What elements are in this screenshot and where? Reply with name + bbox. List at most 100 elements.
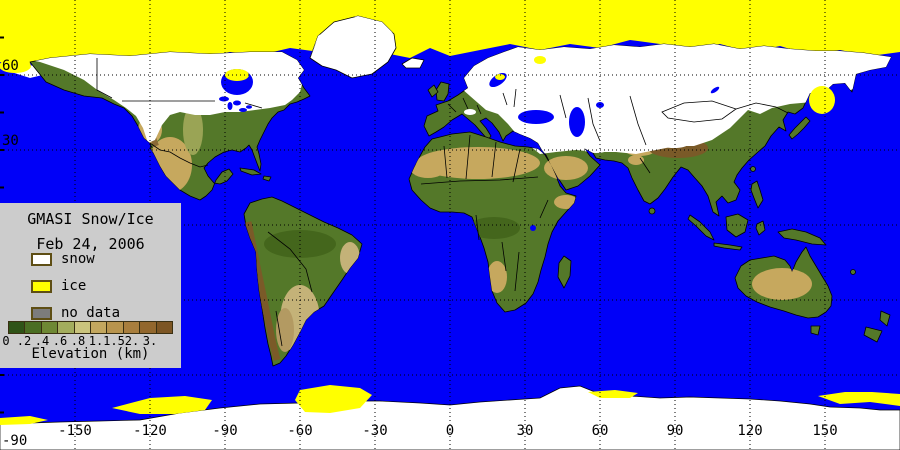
- caspian-sea: [569, 107, 585, 137]
- australian-outback: [752, 268, 812, 300]
- antarctic-ice-5: [818, 392, 900, 406]
- cuba: [239, 167, 262, 176]
- lake-huron: [233, 100, 241, 106]
- taiwan: [750, 166, 756, 172]
- arabian-desert: [544, 156, 588, 180]
- philippines: [750, 180, 764, 209]
- hispaniola: [262, 175, 272, 182]
- great-plains: [183, 105, 203, 155]
- legend-date: Feb 24, 2006: [36, 235, 145, 253]
- colorbar-tick-label: 2.: [124, 334, 140, 348]
- legend-label-ice: ice: [61, 278, 87, 294]
- lon-tick-label: -120: [133, 423, 167, 439]
- colorbar-segment-0: [9, 322, 25, 333]
- legend-label-no-data: no data: [61, 305, 121, 321]
- lake-baikal: [710, 86, 720, 94]
- lake-ontario: [246, 105, 252, 109]
- colorbar-segment-5: [90, 322, 107, 333]
- congo-forest: [468, 217, 520, 239]
- black-sea: [518, 110, 554, 124]
- legend-item-ice: ice: [31, 278, 87, 294]
- colorbar-segment-7: [122, 322, 140, 333]
- ireland: [427, 84, 439, 98]
- antarctic-ice-3: [295, 385, 372, 413]
- iceland: [401, 57, 425, 69]
- legend-item-snow: snow: [31, 251, 95, 267]
- elevation-colorbar: [8, 321, 173, 334]
- madagascar: [557, 255, 572, 289]
- tasmania: [810, 325, 821, 336]
- alps-snow: [464, 109, 476, 115]
- sea-ice-patches: [0, 56, 835, 114]
- lat-tick-label: -90: [2, 433, 28, 449]
- legend-title: GMASI Snow/Ice: [27, 210, 154, 228]
- lon-tick-label: -30: [362, 423, 388, 439]
- legend-swatch-snow: [31, 252, 52, 266]
- lon-tick-label: 60: [591, 423, 609, 439]
- java: [713, 242, 743, 251]
- colorbar-tick-label: 1.5: [103, 334, 125, 348]
- antarctic-sea-ice: [0, 385, 900, 425]
- lon-tick-label: 90: [666, 423, 684, 439]
- lon-tick-label: -60: [287, 423, 313, 439]
- lon-tick-label: 30: [516, 423, 534, 439]
- lake-superior: [219, 96, 229, 102]
- legend-panel: GMASI Snow/Ice Feb 24, 2006 snow ice no da…: [0, 203, 181, 368]
- japan: [788, 116, 811, 140]
- patagonia: [276, 308, 294, 352]
- legend-swatch-ice: [31, 279, 52, 293]
- colorbar-tick-label: 0: [2, 334, 10, 348]
- lon-tick-label: 150: [812, 423, 838, 439]
- sumatra: [687, 214, 715, 241]
- lon-tick-label: -90: [212, 423, 238, 439]
- colorbar-tick-label: .8: [70, 334, 86, 348]
- baltic-ice: [495, 74, 505, 80]
- lon-tick-label: 120: [737, 423, 763, 439]
- tibet-snow: [660, 140, 688, 148]
- antarctic-ice-1: [0, 416, 48, 425]
- colorbar-tick-label: 1.: [88, 334, 104, 348]
- lake-erie: [239, 108, 247, 112]
- colorbar-tick-label: .6: [52, 334, 68, 348]
- new-caledonia: [850, 269, 856, 275]
- lat-tick-label: 30: [2, 133, 19, 149]
- colorbar-tick-label: 3.: [142, 334, 158, 348]
- colorbar-tick-label: .4: [34, 334, 50, 348]
- kalahari-desert: [487, 261, 507, 293]
- sri-lanka: [648, 207, 656, 215]
- antarctica: [0, 385, 900, 450]
- white-sea-ice: [534, 56, 546, 64]
- sahara-desert: [416, 147, 540, 179]
- new-guinea: [777, 228, 827, 246]
- thar-desert: [628, 155, 644, 165]
- legend-label-snow: snow: [61, 251, 95, 267]
- antarctic-ice-2: [112, 396, 212, 414]
- colorbar-segment-4: [73, 322, 91, 333]
- new-zealand-south: [863, 326, 883, 343]
- colorbar-segment-2: [40, 322, 58, 333]
- sahara-west: [410, 158, 446, 178]
- legend-swatch-no-data: [31, 306, 52, 320]
- lat-tick-label: 60: [2, 58, 19, 74]
- colorbar-title: Elevation (km): [31, 346, 150, 362]
- legend-item-no-data: no data: [31, 305, 121, 321]
- country-borders: [96, 58, 789, 347]
- bering-ice: [0, 59, 31, 73]
- caucasus-snow: [557, 117, 573, 123]
- colorbar-segment-9: [155, 322, 173, 333]
- okhotsk-ice: [809, 86, 835, 114]
- colorbar-segment-3: [57, 322, 74, 333]
- colorbar-segment-6: [106, 322, 123, 333]
- colorbar-tick-label: .2: [16, 334, 32, 348]
- new-zealand-north: [879, 310, 891, 327]
- greenland: [309, 15, 397, 79]
- lake-michigan: [227, 102, 233, 110]
- turkey-snow: [518, 127, 558, 139]
- hudson-ice: [225, 69, 249, 81]
- lon-tick-label: 0: [445, 423, 455, 439]
- lon-tick-label: -150: [58, 423, 92, 439]
- colorbar-segment-8: [139, 322, 156, 333]
- sulawesi: [755, 220, 766, 236]
